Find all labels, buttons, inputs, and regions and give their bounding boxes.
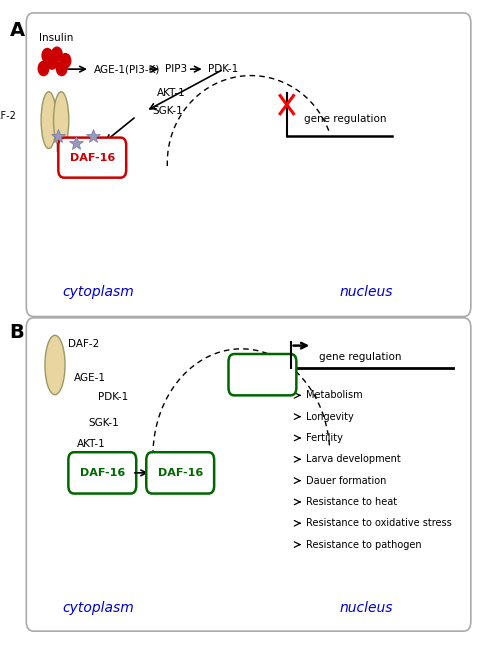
Text: cytoplasm: cytoplasm (62, 285, 134, 299)
Ellipse shape (45, 335, 65, 395)
Text: DAF-16: DAF-16 (158, 468, 203, 478)
Text: Insulin: Insulin (39, 33, 73, 43)
Circle shape (42, 48, 53, 63)
Text: Larva development: Larva development (306, 454, 401, 464)
Circle shape (47, 55, 57, 69)
Text: DAF-16: DAF-16 (70, 152, 115, 163)
Text: SGK-1: SGK-1 (88, 418, 119, 428)
FancyBboxPatch shape (58, 138, 126, 178)
Text: Dauer formation: Dauer formation (306, 475, 386, 486)
Text: P: P (90, 145, 96, 154)
Text: AKT-1: AKT-1 (157, 89, 185, 98)
Text: Resistance to heat: Resistance to heat (306, 497, 397, 507)
Text: SGK-1: SGK-1 (152, 106, 183, 116)
Text: P: P (55, 145, 61, 154)
Text: nucleus: nucleus (339, 285, 393, 299)
Text: PDK-1: PDK-1 (98, 392, 128, 402)
Text: Longevity: Longevity (306, 412, 354, 422)
Ellipse shape (41, 92, 56, 149)
FancyBboxPatch shape (26, 318, 471, 631)
Text: AKT-1: AKT-1 (76, 439, 105, 450)
Circle shape (60, 54, 71, 68)
Text: AGE-1: AGE-1 (74, 373, 106, 383)
Ellipse shape (54, 92, 69, 149)
Circle shape (52, 47, 62, 61)
Text: P: P (73, 152, 78, 162)
Text: gene regulation: gene regulation (319, 351, 402, 362)
Text: B: B (10, 323, 24, 342)
Text: DAF-16: DAF-16 (80, 468, 125, 478)
Text: Resistance to pathogen: Resistance to pathogen (306, 539, 422, 550)
Text: gene regulation: gene regulation (304, 114, 386, 124)
FancyBboxPatch shape (146, 452, 214, 494)
Text: Metabolism: Metabolism (306, 390, 362, 401)
FancyBboxPatch shape (228, 354, 296, 395)
Text: PIP3: PIP3 (165, 64, 187, 74)
Circle shape (56, 61, 67, 76)
FancyBboxPatch shape (68, 452, 136, 494)
Text: A: A (10, 21, 25, 39)
Text: AGE-1(PI3-K): AGE-1(PI3-K) (94, 64, 160, 74)
Circle shape (38, 61, 49, 76)
Text: DAF-2: DAF-2 (68, 339, 99, 349)
Text: PDK-1: PDK-1 (208, 64, 239, 74)
Text: DAF-16: DAF-16 (240, 370, 285, 380)
Text: Fertility: Fertility (306, 433, 343, 443)
FancyBboxPatch shape (26, 13, 471, 317)
Text: InsR/DAF-2: InsR/DAF-2 (0, 111, 16, 121)
Text: cytoplasm: cytoplasm (62, 601, 134, 615)
Text: Resistance to oxidative stress: Resistance to oxidative stress (306, 518, 452, 528)
Text: nucleus: nucleus (339, 601, 393, 615)
